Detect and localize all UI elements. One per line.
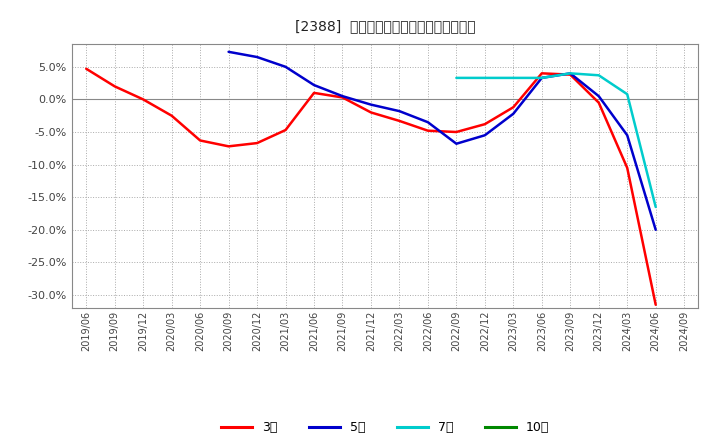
Title: [2388]  経常利益マージンの平均値の推移: [2388] 経常利益マージンの平均値の推移 [295, 19, 475, 33]
Legend: 3年, 5年, 7年, 10年: 3年, 5年, 7年, 10年 [216, 416, 554, 439]
